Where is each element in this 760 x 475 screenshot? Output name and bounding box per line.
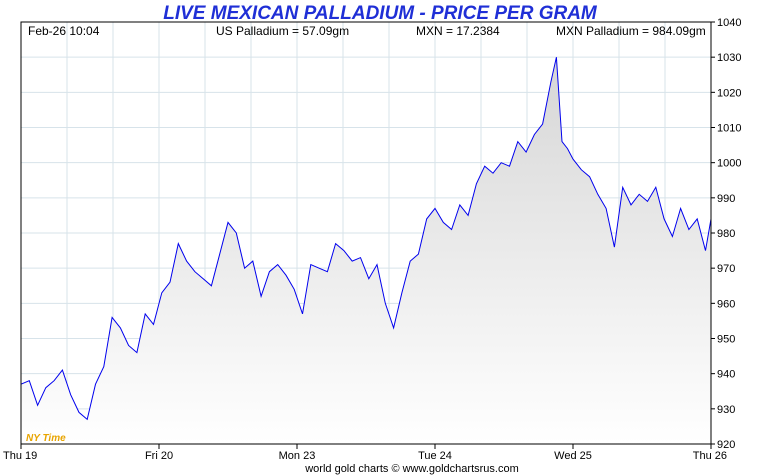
timezone-label: NY Time	[26, 433, 66, 444]
y-tick-label: 940	[717, 369, 735, 381]
y-axis-ticks: 920 930 940 950 960 970 980 990 1000 1010 1020 1030…	[711, 17, 741, 451]
y-tick-label: 980	[717, 228, 735, 240]
fx-rate-label: MXN = 17.2384	[416, 24, 500, 38]
y-tick-label: 960	[717, 298, 735, 310]
y-tick-label: 1030	[717, 52, 741, 64]
y-tick-label: 1020	[717, 87, 741, 99]
x-tick-label: Tue 24	[418, 450, 452, 462]
x-tick-label: Fri 20	[145, 450, 173, 462]
x-tick-label: Thu 26	[693, 450, 727, 462]
x-axis-ticks: Thu 19 Fri 20 Mon 23 Tue 24 Wed 25 Thu 26	[3, 444, 727, 462]
x-tick-label: Wed 25	[554, 450, 592, 462]
x-tick-label: Thu 19	[3, 450, 37, 462]
us-price-label: US Palladium = 57.09gm	[216, 24, 349, 38]
mxn-price-label: MXN Palladium = 984.09gm	[556, 24, 706, 38]
price-line	[21, 57, 711, 421]
chart-title: LIVE MEXICAN PALLADIUM - PRICE PER GRAM	[163, 3, 598, 24]
y-tick-label: 990	[717, 193, 735, 205]
y-tick-label: 1040	[717, 17, 741, 29]
y-tick-label: 920	[717, 439, 735, 451]
datetime-label: Feb-26 10:04	[28, 24, 100, 38]
y-tick-label: 930	[717, 404, 735, 416]
y-tick-label: 1000	[717, 158, 741, 170]
y-tick-label: 970	[717, 263, 735, 275]
price-area-fill	[21, 57, 711, 444]
y-tick-label: 1010	[717, 123, 741, 135]
credit-label: world gold charts © www.goldchartsrus.co…	[304, 463, 519, 475]
x-tick-label: Mon 23	[279, 450, 316, 462]
y-tick-label: 950	[717, 334, 735, 346]
